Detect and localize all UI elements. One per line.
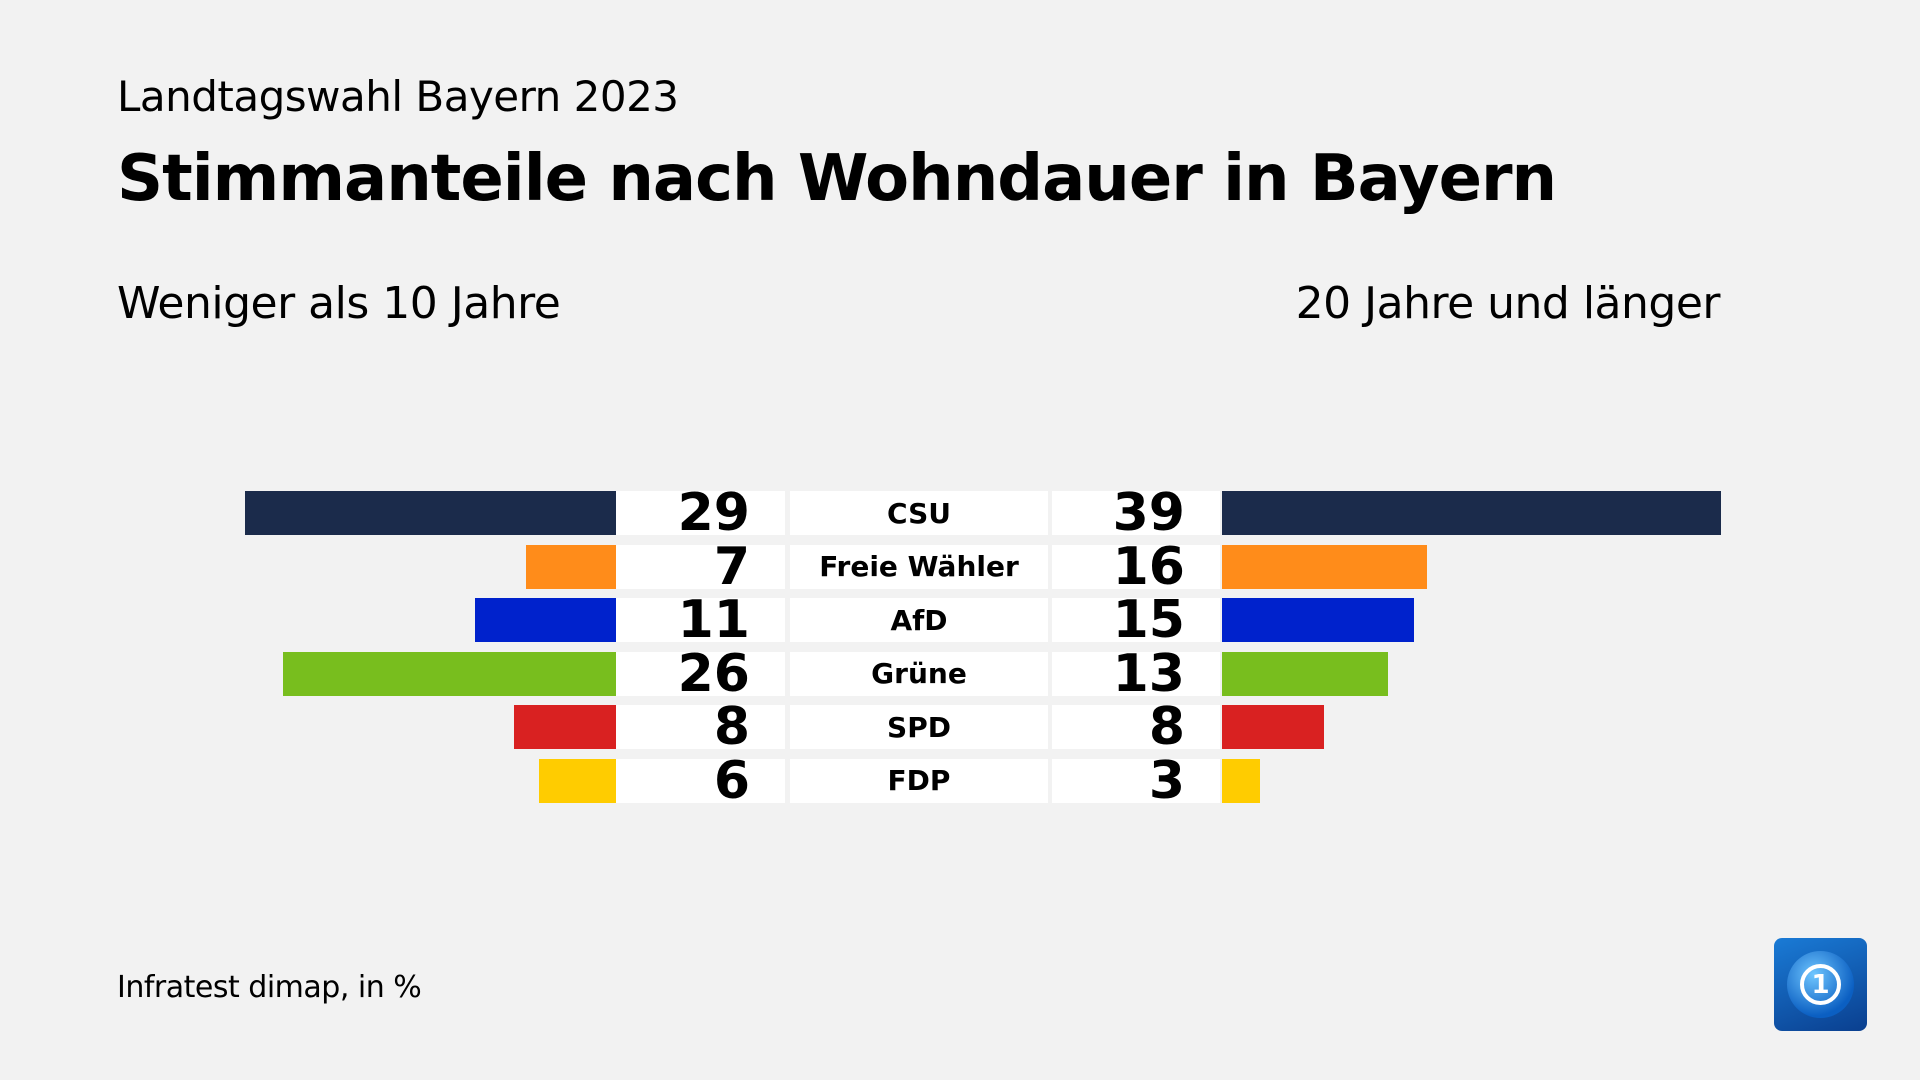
- bar-right: [1222, 758, 1261, 803]
- bar-left: [283, 651, 616, 696]
- bar-left: [526, 544, 616, 589]
- value-left: 29: [616, 487, 785, 539]
- value-left: 7: [616, 541, 785, 593]
- bar-right: [1222, 544, 1427, 589]
- chart-title: Stimmanteile nach Wohndauer in Bayern: [117, 142, 1557, 216]
- category-label: FDP: [790, 758, 1048, 803]
- bar-left: [513, 705, 616, 749]
- bar-left: [475, 598, 616, 642]
- value-right: 3: [1052, 755, 1220, 807]
- category-label: Grüne: [790, 651, 1048, 696]
- value-right: 39: [1052, 487, 1220, 539]
- right-group-header: 20 Jahre und länger: [1295, 278, 1721, 329]
- chart-row: 29 CSU 39: [0, 487, 1920, 539]
- bar-left: [244, 491, 616, 535]
- category-label: AfD: [790, 598, 1048, 642]
- chart-row: 7 Freie Wähler 16: [0, 541, 1920, 593]
- chart-row: 26 Grüne 13: [0, 648, 1920, 700]
- category-label: SPD: [790, 705, 1048, 749]
- category-label: Freie Wähler: [790, 544, 1048, 589]
- bar-right: [1222, 705, 1325, 749]
- left-group-header: Weniger als 10 Jahre: [117, 278, 561, 329]
- tagesschau-logo-icon: 1: [1774, 938, 1867, 1031]
- value-left: 8: [616, 701, 785, 753]
- bar-right: [1222, 598, 1414, 642]
- chart-row: 11 AfD 15: [0, 594, 1920, 646]
- value-right: 15: [1052, 594, 1220, 646]
- bar-right: [1222, 651, 1389, 696]
- value-right: 13: [1052, 648, 1220, 700]
- value-left: 6: [616, 755, 785, 807]
- chart-row: 6 FDP 3: [0, 755, 1920, 807]
- source-note: Infratest dimap, in %: [117, 970, 422, 1005]
- value-left: 11: [616, 594, 785, 646]
- chart-subtitle: Landtagswahl Bayern 2023: [117, 72, 679, 121]
- value-left: 26: [616, 648, 785, 700]
- bar-right: [1222, 491, 1722, 535]
- value-right: 16: [1052, 541, 1220, 593]
- bar-left: [539, 758, 616, 803]
- chart-row: 8 SPD 8: [0, 701, 1920, 753]
- value-right: 8: [1052, 701, 1220, 753]
- category-label: CSU: [790, 491, 1048, 535]
